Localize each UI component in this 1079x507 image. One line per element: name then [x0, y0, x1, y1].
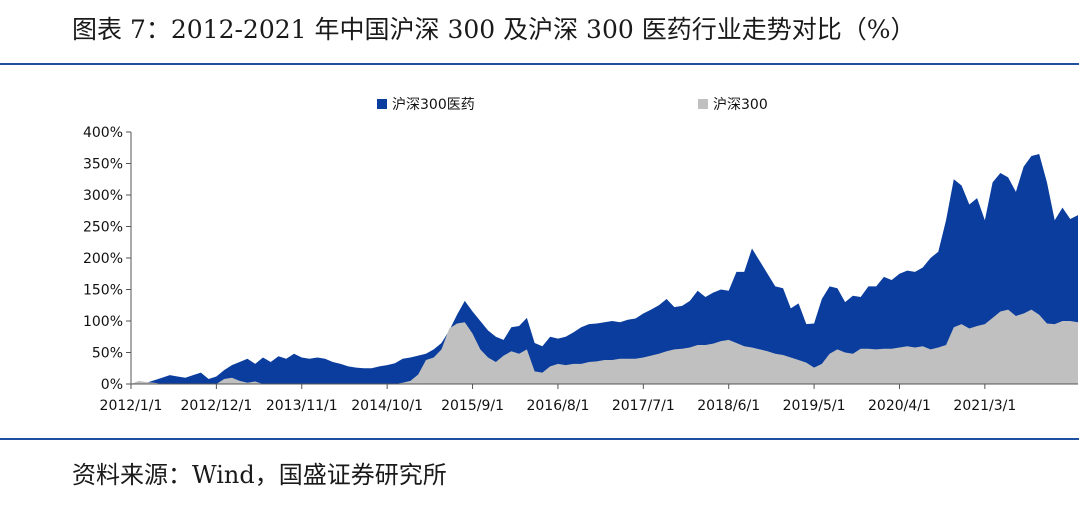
x-tick-label: 2016/8/1 [526, 398, 589, 414]
chart-legend: 沪深300医药 沪深300 [377, 97, 768, 113]
x-tick-label: 2017/7/1 [612, 398, 675, 414]
plot-areas [131, 154, 1078, 384]
x-tick-label: 2014/10/1 [351, 398, 423, 414]
legend-label-pharma: 沪深300医药 [392, 97, 475, 113]
y-axis: 0% 50% 100% 150% 200% 250% 300% 350% 400% [83, 125, 132, 393]
x-tick-label: 2021/3/1 [953, 398, 1016, 414]
y-tick-label: 200% [83, 251, 123, 267]
legend-swatch-pharma [377, 99, 387, 109]
y-tick-label: 300% [83, 188, 123, 204]
x-tick-label: 2020/4/1 [868, 398, 931, 414]
x-tick-label: 2012/12/1 [180, 398, 252, 414]
bottom-rule [0, 438, 1079, 440]
area-csi300 [131, 309, 1078, 384]
area-chart: 沪深300医药 沪深300 0% 50% 100% 150% 200% 250% 300% 3… [83, 97, 1078, 414]
area-pharma [131, 154, 1078, 384]
y-tick-label: 0% [101, 377, 123, 393]
x-tick-label: 2012/1/1 [100, 398, 163, 414]
figure-title: 图表 7：2012-2021 年中国沪深 300 及沪深 300 医药行业走势对… [72, 15, 916, 44]
x-tick-label: 2018/6/1 [697, 398, 760, 414]
source-note: 资料来源：Wind，国盛证券研究所 [72, 461, 447, 489]
y-tick-label: 100% [83, 314, 123, 330]
x-tick-label: 2015/9/1 [441, 398, 504, 414]
top-rule [0, 63, 1079, 65]
y-tick-label: 400% [83, 125, 123, 141]
y-tick-label: 50% [92, 346, 123, 362]
y-tick-label: 350% [83, 157, 123, 173]
legend-swatch-csi300 [698, 99, 708, 109]
x-tick-label: 2013/11/1 [266, 398, 338, 414]
legend-label-csi300: 沪深300 [713, 97, 768, 113]
y-tick-label: 150% [83, 283, 123, 299]
y-tick-label: 250% [83, 220, 123, 236]
x-axis: 2012/1/1 2012/12/1 2013/11/1 2014/10/1 2015/… [100, 383, 1078, 414]
x-tick-label: 2019/5/1 [783, 398, 846, 414]
